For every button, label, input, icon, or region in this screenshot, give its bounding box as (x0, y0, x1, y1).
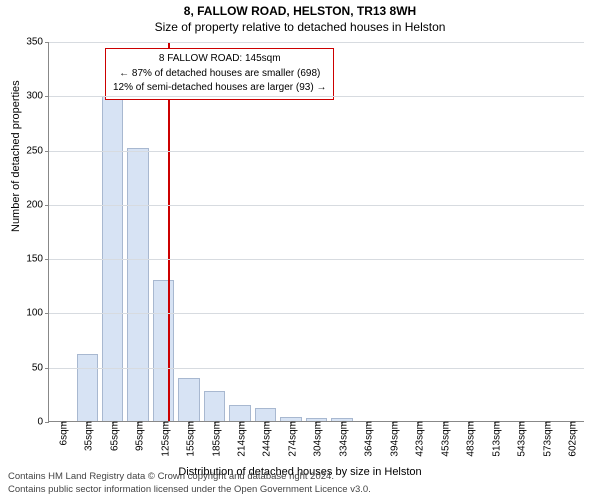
title-address: 8, FALLOW ROAD, HELSTON, TR13 8WH (0, 0, 600, 18)
xtick-label: 483sqm (462, 421, 477, 457)
histogram-bar (204, 391, 225, 421)
xtick-label: 214sqm (233, 421, 248, 457)
xtick-label: 573sqm (538, 421, 553, 457)
footer-line1: Contains HM Land Registry data © Crown c… (8, 471, 371, 483)
grid-line (49, 151, 584, 152)
infobox-line1: 8 FALLOW ROAD: 145sqm (113, 52, 326, 67)
plot-region: 6sqm35sqm65sqm95sqm125sqm155sqm185sqm214… (48, 42, 584, 422)
bar-slot: 6sqm (49, 42, 74, 421)
footer-line2: Contains public sector information licen… (8, 484, 371, 496)
histogram-bar (255, 408, 276, 421)
xtick-label: 304sqm (309, 421, 324, 457)
xtick-label: 453sqm (436, 421, 451, 457)
y-axis-title: Number of detached properties (10, 80, 22, 232)
histogram-bar (153, 280, 174, 421)
info-callout-box: 8 FALLOW ROAD: 145sqm ← 87% of detached … (105, 48, 334, 100)
xtick-label: 244sqm (258, 421, 273, 457)
bar-slot: 543sqm (507, 42, 532, 421)
grid-line (49, 96, 584, 97)
ytick-label: 350 (26, 37, 49, 48)
grid-line (49, 259, 584, 260)
xtick-label: 543sqm (513, 421, 528, 457)
chart-header: 8, FALLOW ROAD, HELSTON, TR13 8WH Size o… (0, 0, 600, 34)
histogram-bar (127, 148, 148, 421)
histogram-bar (229, 405, 250, 421)
grid-line (49, 368, 584, 369)
xtick-label: 95sqm (131, 421, 146, 451)
xtick-label: 185sqm (207, 421, 222, 457)
chart-area: 6sqm35sqm65sqm95sqm125sqm155sqm185sqm214… (48, 42, 584, 422)
infobox-line2: ← 87% of detached houses are smaller (69… (113, 67, 326, 82)
bar-slot: 394sqm (380, 42, 405, 421)
ytick-label: 50 (32, 362, 49, 373)
bar-slot: 35sqm (74, 42, 99, 421)
histogram-bar (178, 378, 199, 421)
ytick-label: 150 (26, 254, 49, 265)
xtick-label: 364sqm (360, 421, 375, 457)
bar-slot: 364sqm (355, 42, 380, 421)
title-description: Size of property relative to detached ho… (0, 18, 600, 34)
ytick-label: 200 (26, 199, 49, 210)
grid-line (49, 205, 584, 206)
xtick-label: 155sqm (182, 421, 197, 457)
xtick-label: 394sqm (385, 421, 400, 457)
bar-slot: 453sqm (431, 42, 456, 421)
ytick-label: 100 (26, 308, 49, 319)
xtick-label: 513sqm (487, 421, 502, 457)
bar-slot: 423sqm (406, 42, 431, 421)
grid-line (49, 42, 584, 43)
bar-slot: 483sqm (457, 42, 482, 421)
xtick-label: 6sqm (54, 421, 69, 445)
bar-slot: 513sqm (482, 42, 507, 421)
bar-slot: 602sqm (558, 42, 583, 421)
xtick-label: 602sqm (564, 421, 579, 457)
ytick-label: 300 (26, 91, 49, 102)
grid-line (49, 313, 584, 314)
infobox-line3: 12% of semi-detached houses are larger (… (113, 81, 326, 96)
xtick-label: 125sqm (156, 421, 171, 457)
xtick-label: 35sqm (80, 421, 95, 451)
histogram-bar (77, 354, 98, 421)
xtick-label: 65sqm (105, 421, 120, 451)
xtick-label: 274sqm (283, 421, 298, 457)
ytick-label: 0 (37, 417, 49, 428)
bar-slot: 573sqm (533, 42, 558, 421)
xtick-label: 334sqm (334, 421, 349, 457)
xtick-label: 423sqm (411, 421, 426, 457)
ytick-label: 250 (26, 145, 49, 156)
footer-attribution: Contains HM Land Registry data © Crown c… (8, 471, 371, 496)
